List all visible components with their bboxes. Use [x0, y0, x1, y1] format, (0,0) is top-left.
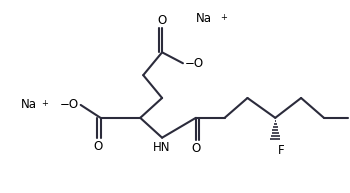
Text: F: F [278, 144, 285, 157]
Text: HN: HN [153, 141, 171, 154]
Text: O: O [158, 14, 167, 26]
Text: Na: Na [21, 98, 37, 111]
Text: −O: −O [185, 57, 204, 70]
Text: −O: −O [60, 98, 79, 111]
Text: Na: Na [196, 12, 212, 25]
Text: O: O [191, 142, 201, 155]
Text: O: O [93, 140, 102, 153]
Text: +: + [41, 99, 48, 108]
Text: +: + [220, 13, 226, 22]
